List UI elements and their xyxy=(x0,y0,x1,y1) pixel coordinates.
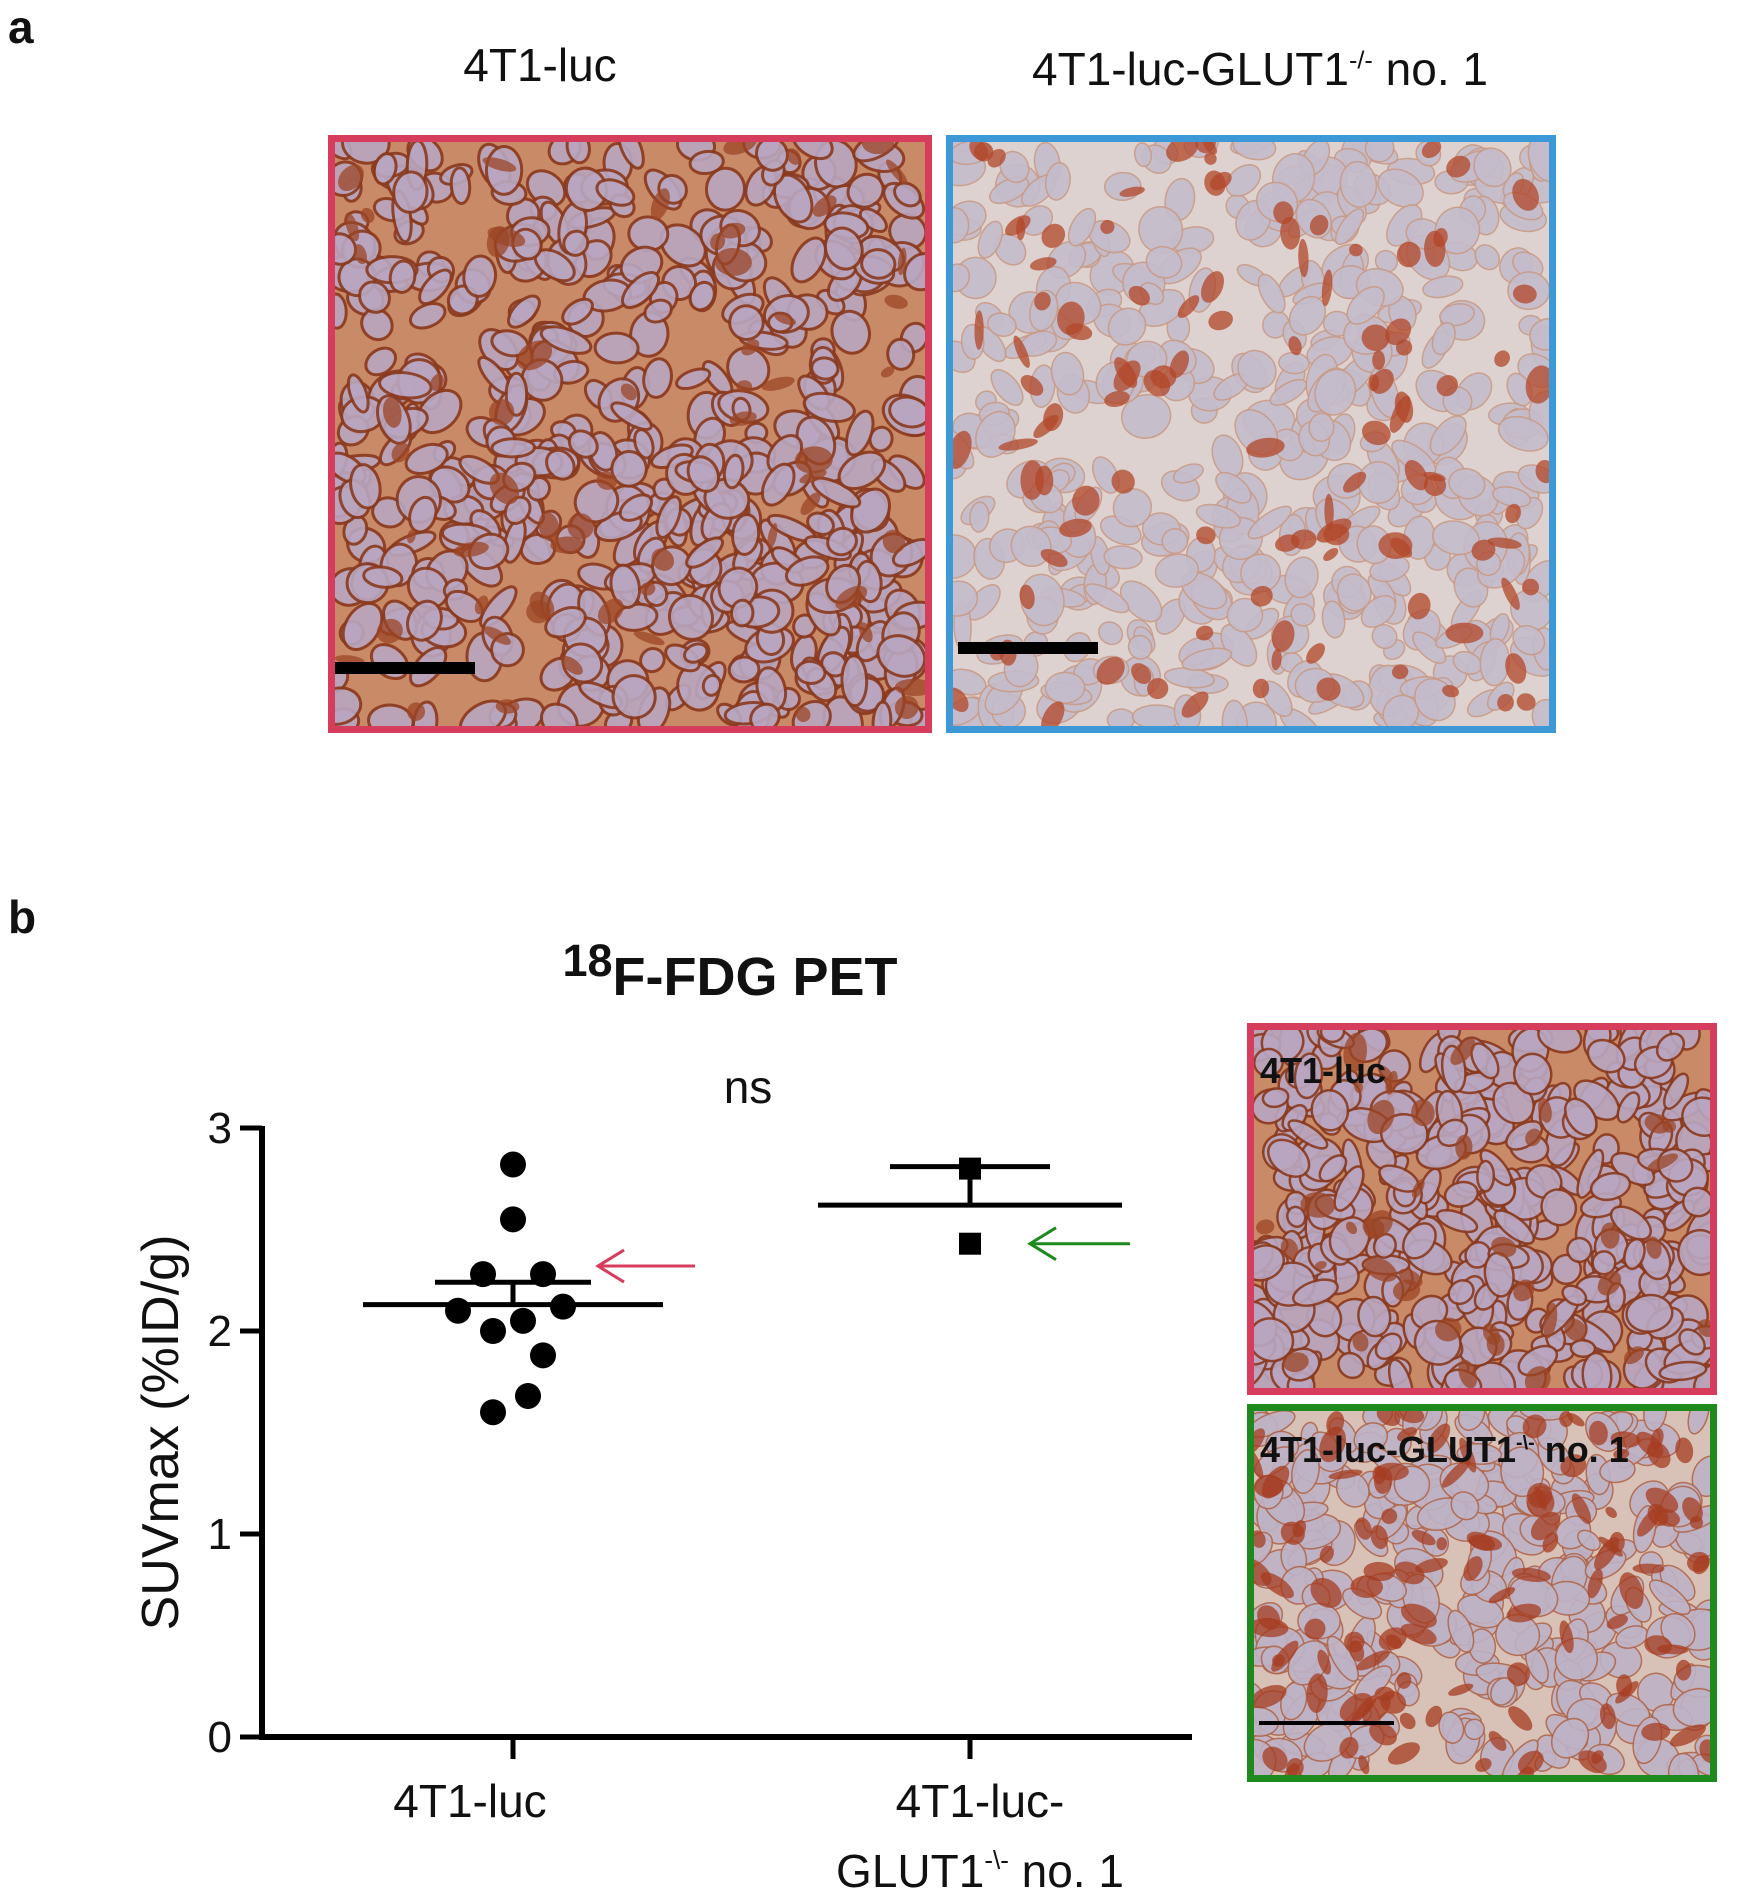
panel-b-inset-top-micrograph: 4T1-luc xyxy=(1247,1023,1717,1395)
inset-bottom-label-sup: -\- xyxy=(1516,1432,1535,1454)
data-point xyxy=(500,1151,526,1178)
data-point xyxy=(530,1342,556,1369)
panel-a-right-label-sup: -/- xyxy=(1348,46,1373,75)
chart-title: 18F-FDG PET xyxy=(430,935,1030,1008)
x-tick-label-line2: GLUT1-\- no. 1 xyxy=(836,1845,1124,1897)
significance-label: ns xyxy=(724,1061,773,1113)
inset-bottom-label: 4T1-luc-GLUT1-\- no. 1 xyxy=(1260,1429,1629,1471)
panel-a-right-label-suffix: no. 1 xyxy=(1372,43,1488,95)
panel-a-left-micrograph xyxy=(328,135,932,733)
inset-top-label: 4T1-luc xyxy=(1260,1050,1387,1091)
data-point xyxy=(959,1232,981,1255)
y-tick-label: 1 xyxy=(208,1510,232,1559)
annotation-arrow xyxy=(1027,1226,1130,1261)
y-tick-label: 3 xyxy=(208,1104,232,1153)
y-tick-label: 2 xyxy=(208,1307,232,1356)
annotation-arrow xyxy=(595,1248,695,1284)
panel-a-right-micrograph xyxy=(946,135,1556,733)
panel-a-left-label: 4T1-luc xyxy=(463,39,617,91)
tissue-texture xyxy=(1254,1411,1710,1775)
panel-a-right-label-main: 4T1-luc-GLUT1 xyxy=(1032,43,1349,95)
x-tick-label: 4T1-luc- xyxy=(896,1775,1065,1827)
tissue-texture xyxy=(335,142,925,726)
chart-title-sup: 18 xyxy=(562,935,613,986)
data-point xyxy=(515,1382,541,1409)
inset-bottom-label-main: 4T1-luc-GLUT1 xyxy=(1260,1429,1517,1470)
data-point xyxy=(480,1399,506,1426)
panel-b-letter: b xyxy=(8,891,37,943)
panel-a-right-label: 4T1-luc-GLUT1-/- no. 1 xyxy=(980,42,1540,96)
x-tick-label: 4T1-luc xyxy=(393,1775,546,1827)
y-axis-label: SUVmax (%ID/g) xyxy=(132,1235,190,1631)
scatter-plot: 0 1 2 3 SUVmax (%ID/g) 4T1-luc 4T1-luc- GLUT1-\… xyxy=(132,1061,1192,1897)
tissue-texture xyxy=(1254,1030,1710,1388)
chart-title-main: F-FDG PET xyxy=(612,947,898,1007)
data-point xyxy=(500,1206,526,1233)
y-tick-label: 0 xyxy=(208,1713,232,1762)
panel-b-inset-bottom-micrograph: 4T1-luc-GLUT1-\- no. 1 xyxy=(1247,1404,1717,1782)
data-point xyxy=(480,1318,506,1344)
data-point xyxy=(510,1307,536,1334)
tissue-texture xyxy=(953,142,1549,726)
inset-bottom-label-suffix: no. 1 xyxy=(1534,1429,1629,1470)
data-point xyxy=(445,1297,471,1324)
panel-a-letter: a xyxy=(8,1,34,53)
